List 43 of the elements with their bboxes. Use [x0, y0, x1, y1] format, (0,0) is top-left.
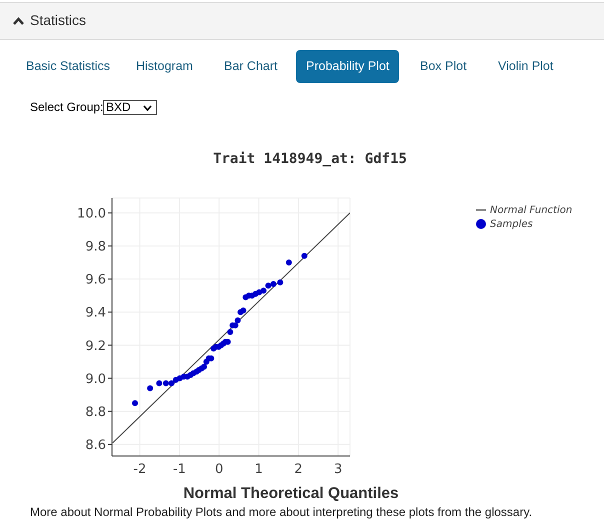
point — [301, 252, 308, 259]
point — [168, 380, 174, 386]
text: Histogram — [135, 58, 194, 75]
x-tick-label: 3 — [334, 462, 342, 478]
y-tick-label: 9.6 — [85, 272, 106, 288]
legend-label: Normal Function — [490, 205, 572, 216]
text: More about Normal Probability Plots and more about interpreting these plots from the glossary. — [30, 505, 532, 519]
point — [240, 307, 246, 314]
point — [234, 317, 241, 324]
point — [132, 400, 138, 406]
point — [286, 260, 292, 266]
legend-label: Samples — [490, 219, 533, 230]
y-tick-label: 9.4 — [85, 306, 106, 321]
x-tick-label: 1 — [254, 462, 263, 478]
point — [162, 380, 169, 386]
x-tick-label: -1 — [172, 462, 186, 478]
y-tick-label: 10.0 — [77, 206, 106, 222]
point — [201, 364, 208, 370]
y-tick-label: 9.2 — [85, 338, 106, 354]
point — [270, 281, 276, 287]
text: Statistics — [30, 12, 86, 28]
x-tick-label: -2 — [133, 462, 146, 478]
point — [156, 380, 162, 386]
point — [227, 328, 234, 335]
x-tick-label: 2 — [294, 462, 303, 478]
text: Select Group: — [30, 100, 104, 114]
point — [265, 282, 272, 289]
text: Violin Plot — [497, 58, 554, 75]
y-tick-label: 9.8 — [85, 240, 106, 255]
text: Basic Statistics — [25, 58, 112, 75]
point — [147, 385, 154, 392]
text: Box Plot — [419, 58, 468, 75]
dropdown-field: BXD — [103, 100, 157, 115]
x-tick-label: 0 — [214, 462, 224, 478]
text: Bar Chart — [223, 58, 278, 75]
y-tick-label: 9.0 — [85, 372, 106, 387]
text: Probability Plot — [296, 50, 400, 83]
point — [260, 288, 267, 294]
point — [277, 279, 284, 286]
y-tick-label: 8.8 — [85, 404, 106, 420]
chart-title: Trait 1418949_at: Gdf15 — [213, 151, 407, 167]
y-tick-label: 8.6 — [85, 438, 106, 454]
x-axis-title: Normal Theoretical Quantiles — [182, 484, 400, 504]
